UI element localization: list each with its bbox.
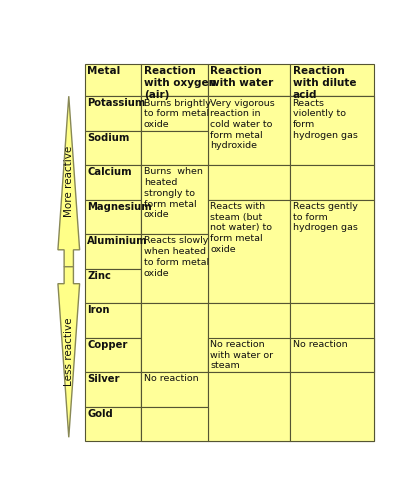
FancyBboxPatch shape [142, 406, 208, 441]
FancyBboxPatch shape [142, 130, 208, 165]
FancyBboxPatch shape [85, 200, 142, 234]
Text: Metal: Metal [87, 66, 121, 76]
Text: Reaction
with water: Reaction with water [210, 66, 273, 88]
FancyBboxPatch shape [290, 165, 374, 200]
FancyBboxPatch shape [208, 130, 290, 165]
FancyBboxPatch shape [208, 372, 290, 406]
FancyBboxPatch shape [142, 64, 208, 96]
FancyBboxPatch shape [208, 303, 290, 372]
Text: Very vigorous
reaction in
cold water to
form metal
hydroxide: Very vigorous reaction in cold water to … [210, 98, 275, 150]
Polygon shape [58, 96, 80, 266]
Text: Burns  when
heated
strongly to
form metal
oxide: Burns when heated strongly to form metal… [144, 168, 202, 220]
FancyBboxPatch shape [208, 338, 290, 372]
FancyBboxPatch shape [208, 338, 290, 372]
Text: No reaction
with water or
steam: No reaction with water or steam [210, 340, 273, 370]
FancyBboxPatch shape [142, 96, 208, 130]
FancyBboxPatch shape [142, 234, 208, 268]
FancyBboxPatch shape [290, 64, 374, 96]
FancyBboxPatch shape [142, 130, 208, 165]
Text: Reacts
violently to
form
hydrogen gas: Reacts violently to form hydrogen gas [293, 98, 357, 140]
FancyBboxPatch shape [290, 338, 374, 372]
FancyBboxPatch shape [208, 96, 290, 165]
FancyBboxPatch shape [290, 96, 374, 165]
FancyBboxPatch shape [208, 372, 290, 441]
Text: Aluminium: Aluminium [87, 236, 148, 246]
Text: Potassium: Potassium [87, 98, 146, 108]
Text: Reaction
with dilute
acid: Reaction with dilute acid [293, 66, 356, 100]
Text: Magnesium: Magnesium [87, 202, 152, 212]
Text: Reacts slowly
when heated
to form metal
oxide: Reacts slowly when heated to form metal … [144, 236, 209, 278]
FancyBboxPatch shape [85, 165, 142, 200]
FancyBboxPatch shape [290, 268, 374, 303]
FancyBboxPatch shape [85, 64, 142, 96]
FancyBboxPatch shape [290, 234, 374, 268]
Text: Copper: Copper [87, 340, 128, 350]
Polygon shape [58, 266, 80, 438]
FancyBboxPatch shape [290, 406, 374, 441]
FancyBboxPatch shape [208, 303, 290, 338]
FancyBboxPatch shape [85, 372, 142, 406]
FancyBboxPatch shape [290, 372, 374, 406]
Text: Reacts gently
to form
hydrogen gas: Reacts gently to form hydrogen gas [293, 202, 357, 232]
FancyBboxPatch shape [142, 234, 208, 303]
FancyBboxPatch shape [290, 200, 374, 303]
FancyBboxPatch shape [85, 268, 142, 303]
FancyBboxPatch shape [85, 234, 142, 268]
Text: Reaction
with oxygen
(air): Reaction with oxygen (air) [144, 66, 216, 100]
FancyBboxPatch shape [142, 406, 208, 441]
FancyBboxPatch shape [208, 234, 290, 268]
FancyBboxPatch shape [142, 303, 208, 338]
FancyBboxPatch shape [290, 200, 374, 234]
FancyBboxPatch shape [142, 372, 208, 406]
FancyBboxPatch shape [290, 372, 374, 441]
FancyBboxPatch shape [85, 338, 142, 372]
Text: Iron: Iron [87, 306, 110, 316]
Text: No reaction: No reaction [144, 374, 198, 384]
FancyBboxPatch shape [142, 268, 208, 303]
FancyBboxPatch shape [85, 303, 142, 338]
FancyBboxPatch shape [290, 338, 374, 372]
FancyBboxPatch shape [290, 303, 374, 372]
FancyBboxPatch shape [290, 96, 374, 130]
FancyBboxPatch shape [290, 165, 374, 200]
FancyBboxPatch shape [142, 338, 208, 372]
Text: No reaction: No reaction [293, 340, 347, 349]
FancyBboxPatch shape [142, 303, 208, 372]
Text: Sodium: Sodium [87, 133, 130, 143]
FancyBboxPatch shape [208, 96, 290, 130]
FancyBboxPatch shape [208, 200, 290, 303]
Text: Less reactive: Less reactive [64, 318, 74, 386]
FancyBboxPatch shape [142, 372, 208, 406]
FancyBboxPatch shape [208, 406, 290, 441]
Text: Zinc: Zinc [87, 271, 111, 281]
Text: Silver: Silver [87, 374, 120, 384]
Text: More reactive: More reactive [64, 146, 74, 217]
Text: Reacts with
steam (but
not water) to
form metal
oxide: Reacts with steam (but not water) to for… [210, 202, 272, 254]
FancyBboxPatch shape [208, 268, 290, 303]
Text: Burns brightly
to form metal
oxide: Burns brightly to form metal oxide [144, 98, 210, 129]
FancyBboxPatch shape [142, 96, 208, 130]
FancyBboxPatch shape [208, 165, 290, 200]
FancyBboxPatch shape [208, 200, 290, 234]
FancyBboxPatch shape [208, 165, 290, 200]
FancyBboxPatch shape [85, 406, 142, 441]
FancyBboxPatch shape [142, 200, 208, 234]
FancyBboxPatch shape [142, 165, 208, 234]
FancyBboxPatch shape [290, 130, 374, 165]
FancyBboxPatch shape [142, 165, 208, 200]
FancyBboxPatch shape [85, 130, 142, 165]
FancyBboxPatch shape [290, 303, 374, 338]
Text: Calcium: Calcium [87, 168, 132, 177]
FancyBboxPatch shape [208, 64, 290, 96]
FancyBboxPatch shape [85, 96, 142, 130]
Text: Gold: Gold [87, 409, 113, 419]
